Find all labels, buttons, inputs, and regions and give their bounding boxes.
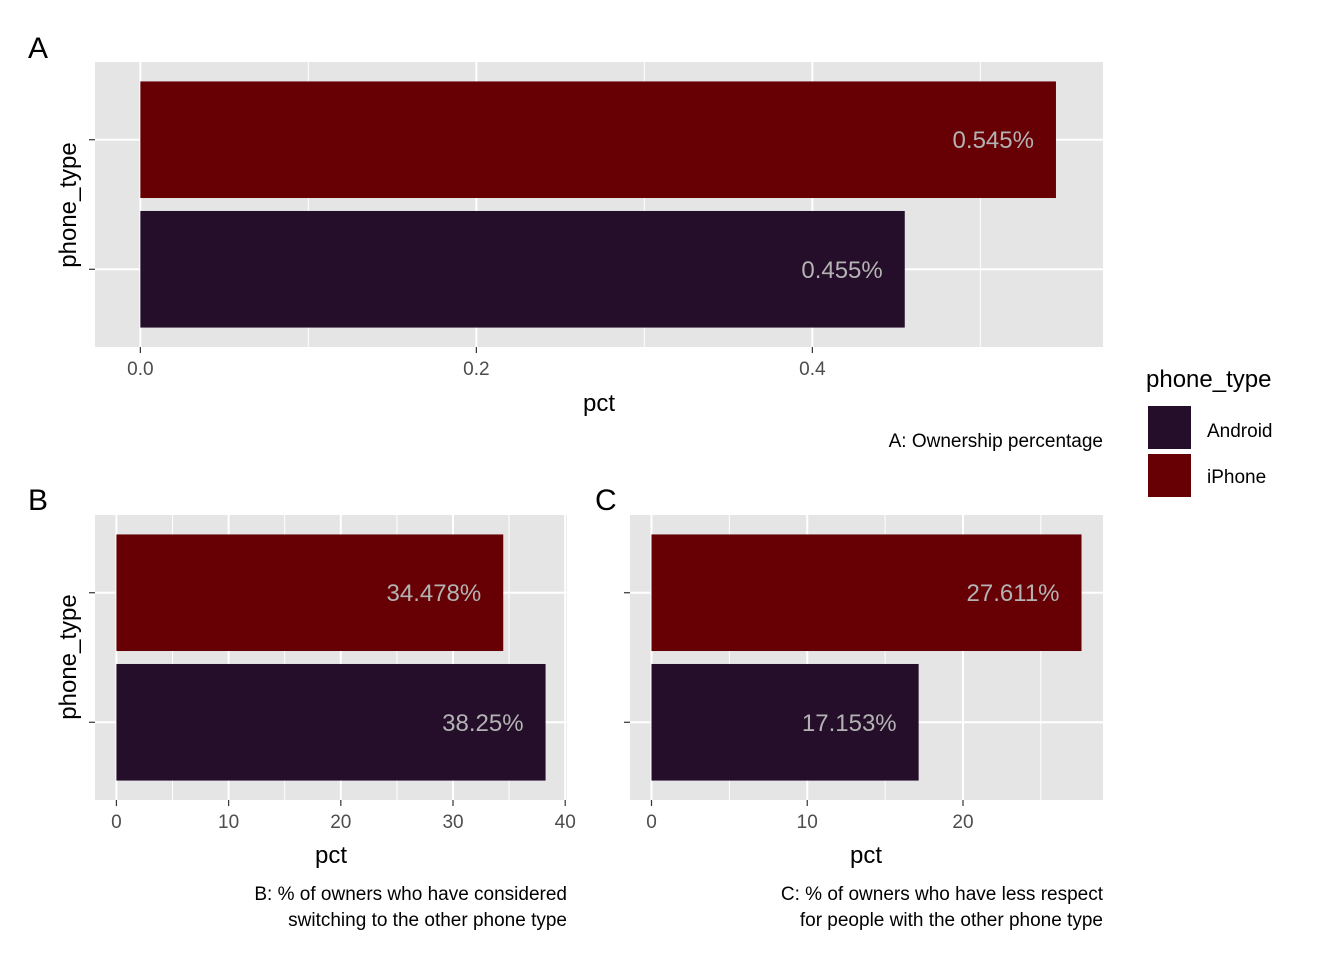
bar-value-label: 0.455% bbox=[801, 257, 882, 284]
legend-key-android bbox=[1148, 406, 1191, 449]
panel-a-y-axis-title: phone_type bbox=[55, 142, 82, 267]
x-tick-label: 0.2 bbox=[463, 359, 489, 380]
panel-c-caption: C: % of owners who have less respect for … bbox=[781, 884, 1104, 931]
bar-value-label: 17.153% bbox=[802, 710, 897, 737]
bar-value-label: 27.611% bbox=[967, 580, 1060, 607]
panel-a-tag: A bbox=[28, 32, 48, 65]
x-tick-label: 0 bbox=[646, 812, 657, 833]
legend-title: phone_type bbox=[1146, 366, 1271, 393]
x-tick-label: 10 bbox=[797, 812, 818, 833]
panel-b-y-axis-title: phone_type bbox=[55, 594, 82, 719]
x-tick-label: 30 bbox=[442, 812, 463, 833]
bar-android bbox=[140, 210, 905, 328]
x-tick-label: 10 bbox=[218, 812, 239, 833]
x-tick-label: 0.0 bbox=[127, 359, 153, 380]
panel-a-ticks: 0.0 0.2 0.4 bbox=[89, 139, 826, 380]
panel-b-caption: B: % of owners who have considered switch… bbox=[254, 884, 567, 931]
x-tick-label: 0 bbox=[111, 812, 122, 833]
panel-b: 38.25% 34.478% 0 10 20 30 40 B pct phone_type… bbox=[28, 484, 576, 931]
legend: phone_type Android iPhone bbox=[1146, 366, 1273, 497]
panel-c-ticks: 0 10 20 bbox=[624, 592, 974, 833]
bar-iphone bbox=[140, 81, 1056, 199]
bar-iphone bbox=[651, 534, 1082, 652]
panel-a-caption: A: Ownership percentage bbox=[889, 431, 1103, 452]
caption-line: switching to the other phone type bbox=[288, 910, 567, 931]
panel-a-x-axis-title: pct bbox=[583, 390, 615, 417]
panel-b-tag: B bbox=[28, 484, 48, 517]
caption-line: B: % of owners who have considered bbox=[254, 884, 567, 905]
caption-line: A: Ownership percentage bbox=[889, 431, 1103, 452]
caption-line: for people with the other phone type bbox=[800, 910, 1103, 931]
panel-b-ticks: 0 10 20 30 40 bbox=[89, 592, 576, 833]
panel-a-bars: 0.455% 0.545% bbox=[140, 81, 1056, 328]
x-tick-label: 0.4 bbox=[799, 359, 826, 380]
panel-a: 0.455%0.545% 0.0 0.2 0.4 A pct phone_type … bbox=[28, 32, 1103, 452]
x-tick-label: 20 bbox=[952, 812, 973, 833]
bar-value-label: 38.25% bbox=[442, 710, 523, 737]
legend-label-android: Android bbox=[1207, 421, 1273, 442]
bar-value-label: 0.545% bbox=[953, 127, 1034, 154]
bar-android bbox=[651, 663, 919, 781]
legend-label-iphone: iPhone bbox=[1207, 467, 1266, 488]
bar-android bbox=[116, 663, 546, 781]
x-tick-label: 20 bbox=[330, 812, 351, 833]
panel-c-bars: 17.153% 27.611% bbox=[651, 534, 1082, 781]
x-tick-label: 40 bbox=[555, 812, 576, 833]
bar-value-label: 34.478% bbox=[387, 580, 482, 607]
panel-c-x-axis-title: pct bbox=[850, 842, 882, 869]
panel-c-tag: C bbox=[595, 484, 617, 517]
caption-line: C: % of owners who have less respect bbox=[781, 884, 1104, 905]
legend-key-iphone bbox=[1148, 454, 1191, 497]
bar-iphone bbox=[116, 534, 504, 652]
panel-c: 17.153% 27.611% 0 10 20 C pct C: % of owner… bbox=[595, 484, 1104, 931]
panel-b-bars: 38.25% 34.478% bbox=[116, 534, 546, 781]
panel-b-x-axis-title: pct bbox=[315, 842, 347, 869]
